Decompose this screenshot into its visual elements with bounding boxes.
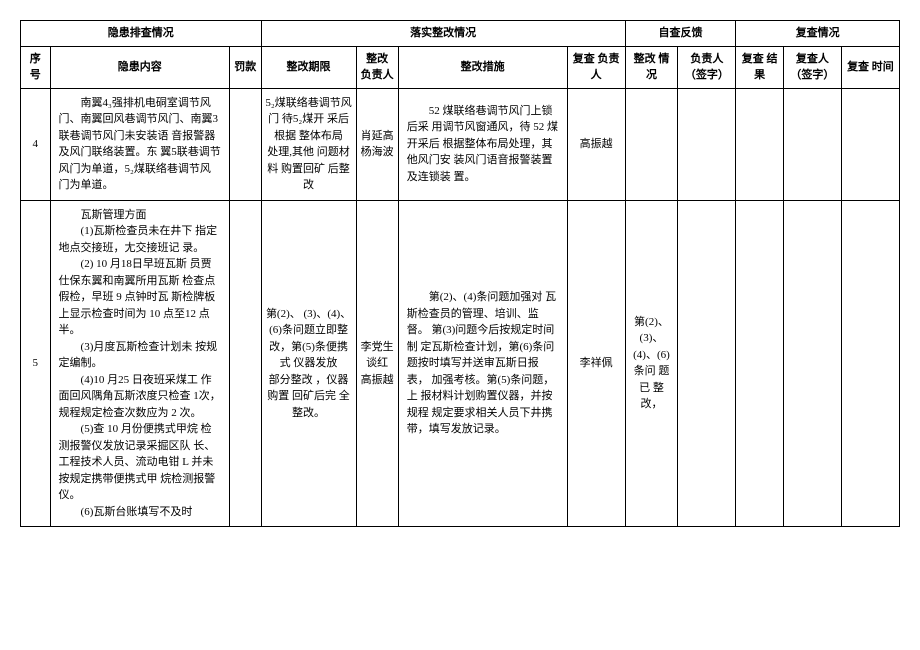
table-body: 4 南翼4₃强排机电硐室调节风门、南翼回风巷调节风门、南翼3联巷调节风门未安装语… [21, 88, 900, 527]
header-sign1: 负责人（签字） [678, 46, 736, 88]
cell-measure: 第(2)、(4)条问题加强对 瓦斯检查员的管理、培训、监督。 第(3)问题今后按… [398, 200, 567, 527]
cell-status [625, 88, 678, 200]
inspection-table: 隐患排查情况 落实整改情况 自查反馈 复查情况 序 号 隐患内容 罚款 整改期限… [20, 20, 900, 527]
header-person1: 整改 负责人 [356, 46, 398, 88]
header-deadline: 整改期限 [261, 46, 356, 88]
cell-person2: 李祥佩 [567, 200, 625, 527]
cell-time [841, 88, 899, 200]
cell-result [736, 88, 783, 200]
header-result: 复查 结果 [736, 46, 783, 88]
header-content: 隐患内容 [50, 46, 229, 88]
cell-sign2 [783, 88, 841, 200]
cell-sign1 [678, 200, 736, 527]
cell-penalty [229, 200, 261, 527]
header-time: 复查 时间 [841, 46, 899, 88]
cell-person2: 高振越 [567, 88, 625, 200]
cell-penalty [229, 88, 261, 200]
cell-measure: 52 煤联络巷调节风门上锁后采 用调节风窗通风，待 52 煤开采后 根据整体布局… [398, 88, 567, 200]
cell-seq: 5 [21, 200, 51, 527]
cell-seq: 4 [21, 88, 51, 200]
header-penalty: 罚款 [229, 46, 261, 88]
cell-time [841, 200, 899, 527]
header-group-4: 复查情况 [736, 21, 900, 47]
header-sign2: 复查人（签字） [783, 46, 841, 88]
header-person2: 复查 负责人 [567, 46, 625, 88]
cell-deadline: 5₂煤联络巷调节风门 待5₂煤开 采后根据 整体布局 处理,其他 问题材料 购置… [261, 88, 356, 200]
table-row: 4 南翼4₃强排机电硐室调节风门、南翼回风巷调节风门、南翼3联巷调节风门未安装语… [21, 88, 900, 200]
cell-person1: 李党生 谈红 高振越 [356, 200, 398, 527]
cell-sign2 [783, 200, 841, 527]
table-header: 隐患排查情况 落实整改情况 自查反馈 复查情况 序 号 隐患内容 罚款 整改期限… [21, 21, 900, 89]
cell-person1: 肖延高 杨海波 [356, 88, 398, 200]
header-group-1: 隐患排查情况 [21, 21, 262, 47]
header-status: 整改 情况 [625, 46, 678, 88]
table-row: 5 瓦斯管理方面(1)瓦斯检查员未在井下 指定地点交接班，尢交接班记 录。(2)… [21, 200, 900, 527]
cell-result [736, 200, 783, 527]
header-seq: 序 号 [21, 46, 51, 88]
cell-content: 南翼4₃强排机电硐室调节风门、南翼回风巷调节风门、南翼3联巷调节风门未安装语 音… [50, 88, 229, 200]
header-measure: 整改措施 [398, 46, 567, 88]
header-group-2: 落实整改情况 [261, 21, 625, 47]
cell-sign1 [678, 88, 736, 200]
cell-deadline: 第(2)、 (3)、(4)、(6)条问题立即整改，第(5)条便携式 仪器发放 部… [261, 200, 356, 527]
cell-content: 瓦斯管理方面(1)瓦斯检查员未在井下 指定地点交接班，尢交接班记 录。(2) 1… [50, 200, 229, 527]
header-group-3: 自查反馈 [625, 21, 736, 47]
cell-status: 第(2)、(3)、(4)、(6) 条问 题已 整改， [625, 200, 678, 527]
